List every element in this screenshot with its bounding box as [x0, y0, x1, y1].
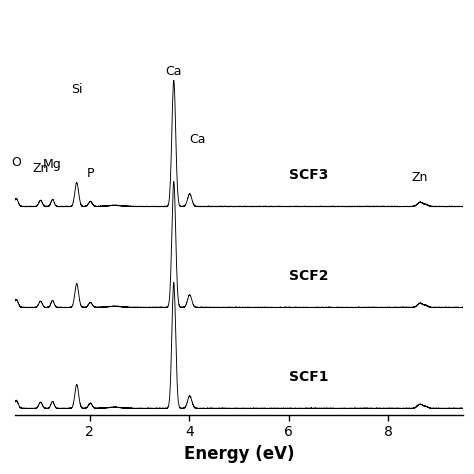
Text: SCF1: SCF1: [289, 370, 328, 384]
Text: O: O: [11, 156, 21, 169]
Text: Ca: Ca: [165, 65, 182, 78]
Text: P: P: [87, 167, 94, 180]
Text: SCF2: SCF2: [289, 269, 328, 283]
Text: Zn: Zn: [32, 162, 49, 175]
X-axis label: Energy (eV): Energy (eV): [184, 445, 294, 463]
Text: SCF3: SCF3: [289, 168, 328, 182]
Text: Si: Si: [71, 82, 82, 96]
Text: Ca: Ca: [190, 133, 206, 146]
Text: Zn: Zn: [412, 171, 428, 184]
Text: Mg: Mg: [43, 158, 62, 172]
